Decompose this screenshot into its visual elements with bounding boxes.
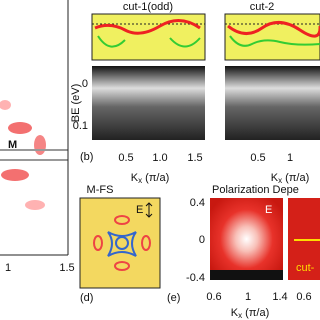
tick: 0 <box>199 234 205 246</box>
tick: 0.5 <box>250 152 265 164</box>
tick: 0.4 <box>190 197 205 209</box>
tick: 0 <box>82 78 88 90</box>
tick: 0.1 <box>73 120 88 132</box>
tick: 1.5 <box>187 152 202 164</box>
tick: 1.4 <box>272 291 287 303</box>
tick: -0.4 <box>186 272 205 284</box>
panel-label: (b) <box>80 151 93 163</box>
panel-label: (e) <box>167 292 180 304</box>
title: Polarization Depe <box>212 184 299 196</box>
title: cut-1(odd) <box>123 1 173 13</box>
tick: 1 <box>245 291 251 303</box>
title: M-FS <box>87 184 114 196</box>
tick: 1.0 <box>152 152 167 164</box>
tick: 0.5 <box>118 152 133 164</box>
axis-label: BE (eV) <box>70 84 82 123</box>
field-label: E <box>265 204 272 216</box>
label: M <box>8 139 17 151</box>
tick: 0.6 <box>296 291 311 303</box>
panel-d: M-FS E (d) <box>79 184 161 304</box>
panel-a: M 1 1.5 <box>0 0 75 274</box>
axis-label: Kx (π/a) <box>271 172 310 185</box>
tick: 1 <box>287 152 293 164</box>
tick: 0.6 <box>206 291 221 303</box>
axis-label: Kx (π/a) <box>231 307 270 320</box>
panel-label: (d) <box>80 292 93 304</box>
title: cut-2 <box>250 1 274 13</box>
panel-e: Polarization Depe E 0.4 0 -0.4 cut- (e) … <box>167 184 320 320</box>
tick: 1.5 <box>59 262 74 274</box>
panel-b: cut-1(odd) cut-2 BE (eV) 0 0.1 (b) 0.5 1… <box>70 1 320 185</box>
tick: 1 <box>5 262 11 274</box>
field-label: E <box>136 204 143 216</box>
axis-label: Kx (π/a) <box>131 172 170 185</box>
cut-label: cut- <box>296 262 315 274</box>
